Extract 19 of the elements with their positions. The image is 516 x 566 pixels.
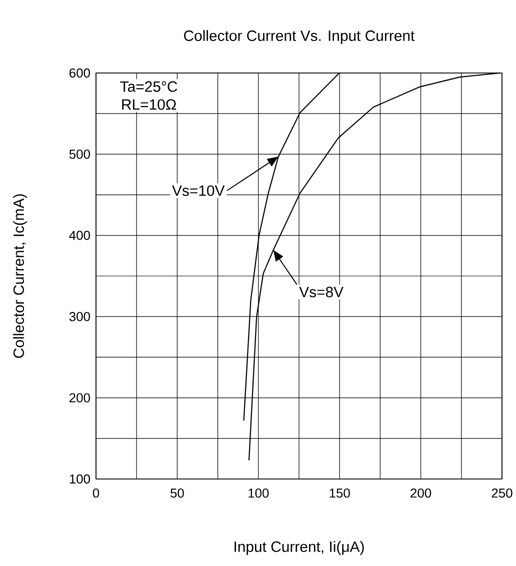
annotation: Ta=25°C [120,81,178,92]
x-axis-title: Input Current, Ii(μA) [234,541,364,555]
legend-label: Vs=8V [299,286,344,298]
y-tick-label: 600 [69,68,90,78]
x-tick-label: 0 [92,488,100,498]
y-tick-label: 100 [70,474,90,484]
chart-title: Collector Current Vs. Input Current [184,30,415,44]
y-tick-label: 300 [69,312,90,322]
x-tick-label: 150 [330,488,350,498]
text: Vs=10V [172,185,225,196]
x-tick-label: 250 [492,488,512,498]
y-tick-label: 500 [69,150,90,159]
x-tick-label: 50 [170,488,184,498]
x-tick-label: 100 [248,488,269,498]
y-tick-label: 200 [69,393,90,402]
y-tick-label: 400 [69,230,90,240]
y-axis-title: Collector Current, Ic(mA) [12,194,27,358]
annotation: RL=10Ω [122,99,176,110]
x-tick-label: 200 [410,488,432,498]
